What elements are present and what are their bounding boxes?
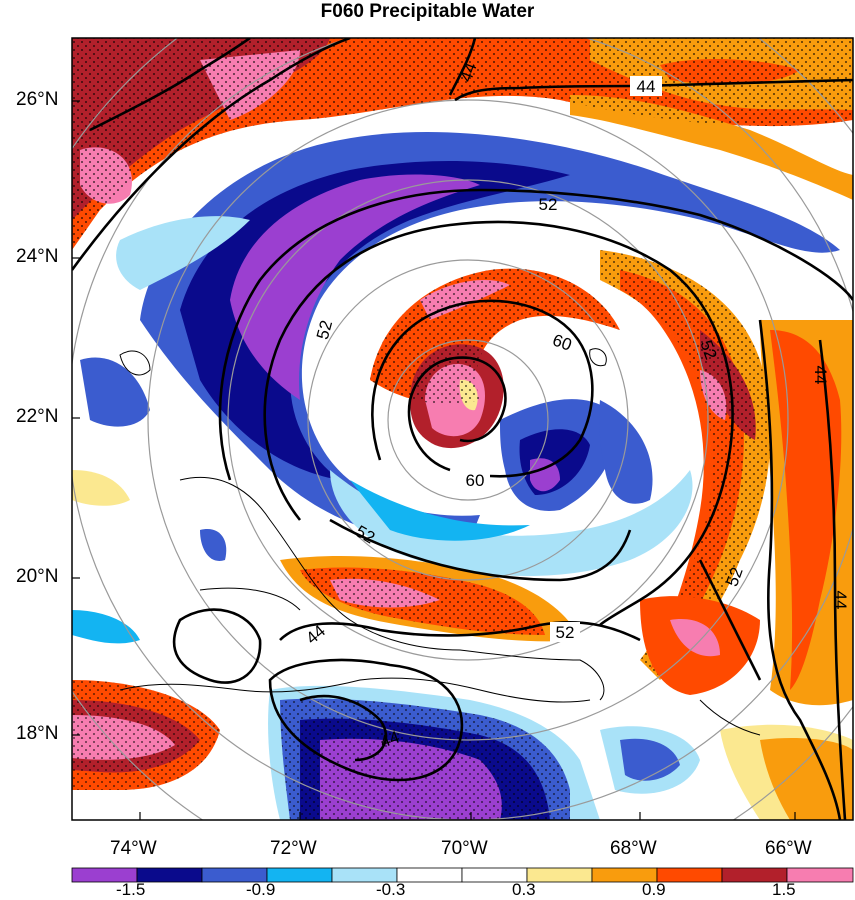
colorbar-label: 0.3: [512, 880, 536, 899]
colorbar-label: 0.9: [642, 880, 666, 899]
contour-label: 52: [313, 318, 336, 341]
lon-label: 74°W: [110, 838, 157, 859]
contour-label: 52: [539, 195, 558, 214]
lat-label: 24°N: [16, 246, 59, 267]
lat-label: 22°N: [16, 406, 59, 427]
lon-label: 70°W: [441, 838, 488, 859]
map-frame: [71, 37, 854, 821]
lon-label: 66°W: [765, 838, 812, 859]
colorbar-label: -1.5: [116, 880, 146, 899]
contour-label: 44: [831, 591, 850, 610]
colorbar-label: -0.9: [246, 880, 276, 899]
colorbar-label: 1.5: [772, 880, 796, 899]
lon-label: 72°W: [270, 838, 317, 859]
lat-label: 20°N: [16, 566, 59, 587]
colorbar-bin: [786, 867, 854, 883]
coastlines: [119, 348, 761, 736]
lat-label: 18°N: [16, 723, 59, 744]
colorbar-bin: [396, 867, 463, 883]
colorbar-bin: [136, 867, 203, 883]
pw-contours: [72, 38, 853, 820]
lon-label: 68°W: [610, 838, 657, 859]
colorbar: [71, 867, 854, 883]
colorbar-bin: [526, 867, 593, 883]
colorbar-label: -0.3: [376, 880, 406, 899]
colorbar-bin: [656, 867, 723, 883]
contour-label: 52: [556, 623, 575, 642]
contour-label: 60: [466, 471, 485, 490]
lat-ticks: [72, 100, 796, 820]
colorbar-bin: [266, 867, 333, 883]
figure-title: F060 Precipitable Water: [320, 1, 535, 22]
contour-label: 44: [637, 77, 656, 96]
lat-label: 26°N: [16, 89, 59, 110]
contour-label: 44: [811, 366, 830, 385]
